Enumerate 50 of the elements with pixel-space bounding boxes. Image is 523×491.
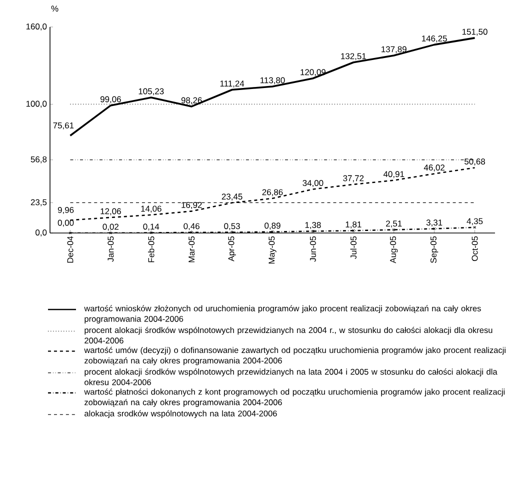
data-label: 105,23: [138, 88, 164, 96]
data-label: 23,45: [222, 194, 242, 201]
data-label: 1,81: [346, 221, 362, 228]
data-label: 2,51: [386, 220, 402, 228]
data-label: 0,46: [184, 223, 200, 230]
data-label: 0,89: [264, 222, 280, 230]
x-tick-label: Aug-05: [390, 236, 398, 264]
data-label: 0,14: [143, 224, 160, 231]
data-label: 34,00: [302, 180, 324, 188]
legend-label: alokacja srodków wspólnotowych na lata 2004-2006: [84, 410, 277, 418]
data-label: 1,38: [305, 222, 321, 230]
y-tick-label: 56,8: [30, 156, 47, 164]
y-tick-label: 0,0: [36, 229, 47, 236]
data-label: 151,50: [462, 28, 488, 36]
data-label: 3,31: [426, 220, 442, 227]
data-label: 99,06: [100, 96, 121, 104]
x-tick-label: Apr-05: [228, 236, 236, 262]
y-tick-label: 160,0: [26, 23, 47, 30]
y-tick-label: 23,5: [30, 199, 47, 206]
data-label: 26,86: [262, 189, 283, 196]
data-label: 0,02: [102, 224, 118, 231]
data-label: 9,96: [58, 206, 74, 214]
data-label: 132,51: [341, 53, 366, 60]
data-label: 113,80: [260, 77, 285, 84]
x-tick-label: Jul-05: [350, 236, 357, 259]
x-tick-label: Jan-05: [108, 236, 114, 262]
data-label: 46,02: [424, 164, 444, 172]
data-label: 12,06: [100, 208, 121, 216]
data-label: 16,92: [182, 202, 202, 209]
data-label: 137,89: [382, 46, 406, 54]
data-label: 40,91: [383, 171, 404, 178]
x-tick-label: Jun-05: [310, 236, 316, 262]
x-tick-label: Mar-05: [188, 236, 195, 262]
data-label: 37,72: [343, 175, 364, 182]
data-label: 0,00: [58, 220, 74, 227]
data-label: 4,35: [466, 218, 483, 226]
x-tick-label: Feb-05: [148, 236, 154, 262]
data-label: 75,61: [53, 122, 74, 130]
data-label: 98,26: [181, 97, 202, 104]
y-axis-title: %: [51, 6, 58, 12]
x-tick-label: Sep-05: [430, 236, 438, 263]
x-tick-label: Oct-05: [472, 236, 478, 262]
data-label: 14,06: [141, 206, 162, 213]
data-label: 0,53: [224, 223, 240, 230]
data-label: 146,25: [422, 36, 447, 42]
y-tick-label: 100,0: [26, 100, 47, 108]
x-tick-label: May-05: [268, 236, 276, 264]
data-label: 50,68: [464, 158, 486, 166]
data-label: 111,24: [220, 80, 244, 88]
x-tick-label: Dec-04: [67, 236, 74, 263]
